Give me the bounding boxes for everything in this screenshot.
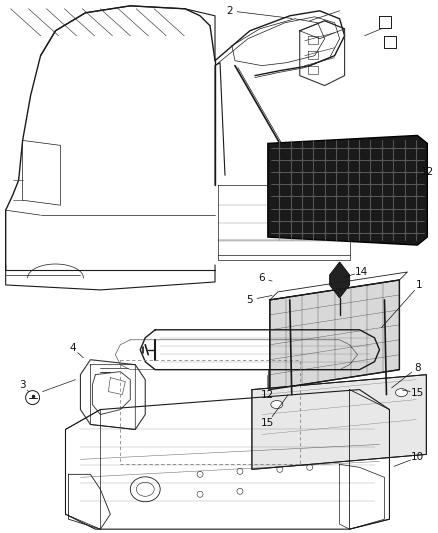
Polygon shape [270,280,399,390]
Text: 8: 8 [414,362,420,373]
Text: 15: 15 [261,417,275,427]
Text: 3: 3 [19,379,26,390]
Text: 1: 1 [416,280,423,290]
Text: 12: 12 [261,390,275,400]
Circle shape [25,391,39,405]
Ellipse shape [271,401,283,409]
Text: 2: 2 [226,6,233,16]
Text: 14: 14 [355,267,368,277]
Text: 5: 5 [247,295,253,305]
Polygon shape [252,375,426,470]
Text: 6: 6 [258,273,265,283]
Text: 4: 4 [69,343,76,353]
Text: 10: 10 [411,453,424,463]
Polygon shape [268,135,427,245]
Text: 15: 15 [411,387,424,398]
Text: 12: 12 [421,167,434,177]
Ellipse shape [396,389,407,397]
Polygon shape [330,262,350,298]
